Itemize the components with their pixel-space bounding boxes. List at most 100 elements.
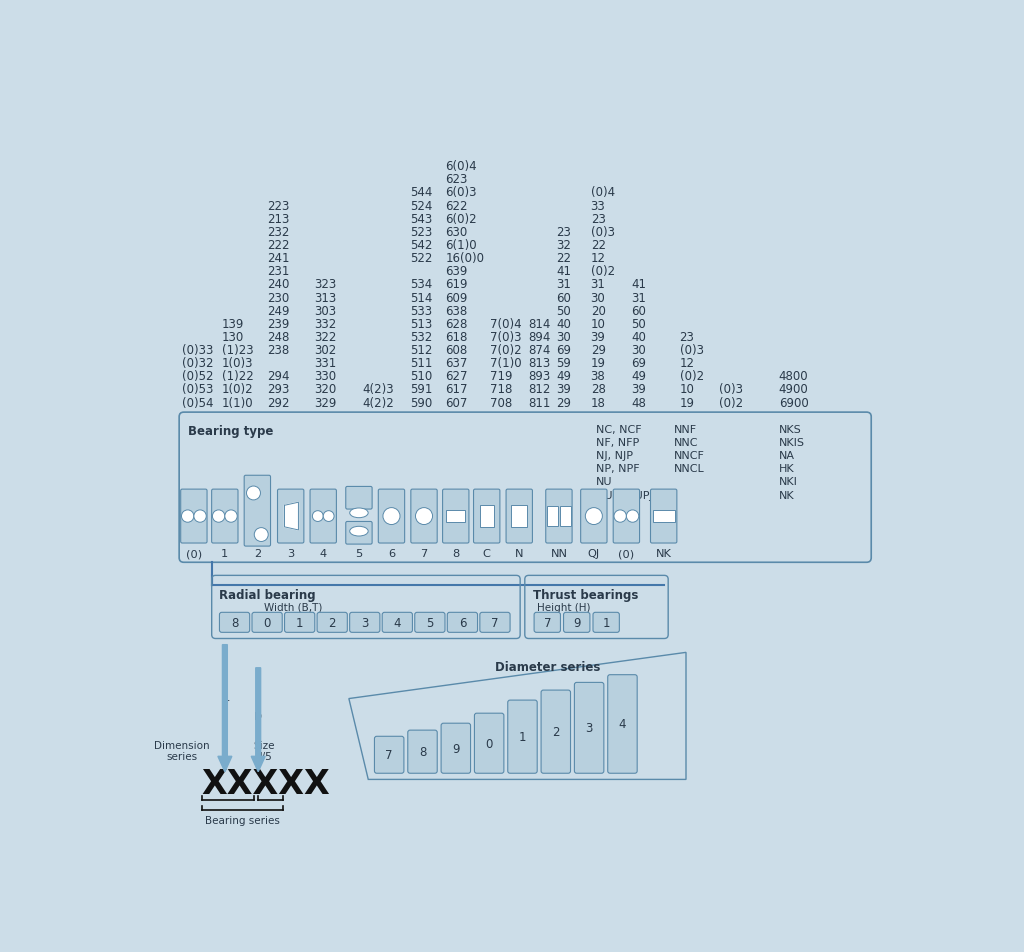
FancyBboxPatch shape xyxy=(441,724,471,773)
FancyBboxPatch shape xyxy=(593,613,620,633)
Text: (0)2: (0)2 xyxy=(719,396,743,409)
Text: 874: 874 xyxy=(528,344,550,357)
Text: 3: 3 xyxy=(361,616,369,629)
FancyBboxPatch shape xyxy=(219,613,250,633)
Text: Size: Size xyxy=(253,740,274,750)
Text: 40: 40 xyxy=(557,317,571,330)
Text: 1: 1 xyxy=(296,616,303,629)
Text: (0)4: (0)4 xyxy=(591,187,614,199)
Text: 241: 241 xyxy=(267,252,290,265)
FancyBboxPatch shape xyxy=(180,489,207,544)
Text: 49: 49 xyxy=(557,370,571,383)
Text: 4(2)3: 4(2)3 xyxy=(362,383,394,396)
Text: 40: 40 xyxy=(631,330,646,344)
FancyBboxPatch shape xyxy=(479,506,494,527)
FancyBboxPatch shape xyxy=(446,510,465,523)
Text: 60: 60 xyxy=(557,291,571,305)
Text: 249: 249 xyxy=(267,305,290,317)
Text: 638: 638 xyxy=(445,305,468,317)
Ellipse shape xyxy=(350,508,369,518)
FancyBboxPatch shape xyxy=(474,713,504,773)
Text: 590: 590 xyxy=(411,396,433,409)
Text: 543: 543 xyxy=(411,212,433,226)
FancyBboxPatch shape xyxy=(447,613,477,633)
FancyBboxPatch shape xyxy=(411,489,437,544)
FancyBboxPatch shape xyxy=(415,613,445,633)
Text: 1(1)0: 1(1)0 xyxy=(221,396,253,409)
FancyBboxPatch shape xyxy=(607,675,637,773)
Text: 33: 33 xyxy=(591,199,605,212)
Text: 30: 30 xyxy=(631,344,646,357)
Text: Radial bearing: Radial bearing xyxy=(219,588,316,601)
Text: 248: 248 xyxy=(267,330,289,344)
Circle shape xyxy=(247,486,260,501)
Text: 60: 60 xyxy=(631,305,646,317)
Text: 4800: 4800 xyxy=(778,370,808,383)
FancyBboxPatch shape xyxy=(473,489,500,544)
Text: 18: 18 xyxy=(591,396,605,409)
Text: NNF: NNF xyxy=(674,425,697,435)
Text: NF, NFP: NF, NFP xyxy=(596,438,639,447)
Text: 8: 8 xyxy=(419,745,426,759)
Text: QJ: QJ xyxy=(588,548,600,559)
Text: 19: 19 xyxy=(680,396,694,409)
Text: HK: HK xyxy=(778,464,795,474)
Text: 30: 30 xyxy=(557,330,571,344)
Circle shape xyxy=(194,510,206,523)
Text: 323: 323 xyxy=(314,278,337,291)
Text: NKI: NKI xyxy=(778,477,798,486)
Text: 8: 8 xyxy=(453,548,460,559)
Text: 12: 12 xyxy=(680,357,694,369)
Text: NK: NK xyxy=(778,490,795,500)
Text: Diameter series: Diameter series xyxy=(496,660,601,673)
Text: 3: 3 xyxy=(287,548,294,559)
Text: 1: 1 xyxy=(221,548,228,559)
Text: 617: 617 xyxy=(445,383,468,396)
Text: NA: NA xyxy=(778,450,795,461)
Text: 232: 232 xyxy=(267,226,289,239)
Text: 31: 31 xyxy=(557,278,571,291)
Text: 23: 23 xyxy=(591,212,605,226)
Text: 50: 50 xyxy=(557,305,571,317)
Text: NUP, NUPJ: NUP, NUPJ xyxy=(596,490,653,500)
Circle shape xyxy=(627,510,639,523)
Text: 239: 239 xyxy=(267,317,289,330)
FancyBboxPatch shape xyxy=(346,522,372,545)
FancyBboxPatch shape xyxy=(650,489,677,544)
FancyBboxPatch shape xyxy=(378,489,404,544)
Text: 7: 7 xyxy=(421,548,428,559)
Text: 534: 534 xyxy=(411,278,433,291)
Text: 23: 23 xyxy=(680,330,694,344)
FancyBboxPatch shape xyxy=(547,506,558,526)
Text: 3: 3 xyxy=(586,722,593,735)
Text: (0)54: (0)54 xyxy=(182,396,213,409)
Text: 511: 511 xyxy=(411,357,433,369)
Text: 49: 49 xyxy=(631,370,646,383)
Text: 293: 293 xyxy=(267,383,289,396)
Text: 4: 4 xyxy=(618,718,627,731)
Text: XXXXX: XXXXX xyxy=(202,767,331,800)
Text: 31: 31 xyxy=(591,278,605,291)
Text: 50: 50 xyxy=(631,317,646,330)
Text: 30: 30 xyxy=(591,291,605,305)
Text: Height (H): Height (H) xyxy=(537,602,590,612)
Text: 514: 514 xyxy=(411,291,433,305)
FancyBboxPatch shape xyxy=(581,489,607,544)
Text: 19: 19 xyxy=(591,357,605,369)
Text: D: D xyxy=(254,711,262,721)
Text: 29: 29 xyxy=(557,396,571,409)
Text: 622: 622 xyxy=(445,199,468,212)
Text: 510: 510 xyxy=(411,370,433,383)
Text: 4(2)2: 4(2)2 xyxy=(362,396,394,409)
FancyBboxPatch shape xyxy=(408,730,437,773)
Text: (0)3: (0)3 xyxy=(719,383,743,396)
FancyBboxPatch shape xyxy=(375,737,403,773)
Text: 332: 332 xyxy=(314,317,337,330)
Text: Bearing series: Bearing series xyxy=(205,815,281,825)
FancyBboxPatch shape xyxy=(244,476,270,546)
Text: 28: 28 xyxy=(591,383,605,396)
Text: NJ, NJP: NJ, NJP xyxy=(596,450,633,461)
Text: NKS: NKS xyxy=(778,425,802,435)
Text: 302: 302 xyxy=(314,344,337,357)
Text: 623: 623 xyxy=(445,173,468,186)
